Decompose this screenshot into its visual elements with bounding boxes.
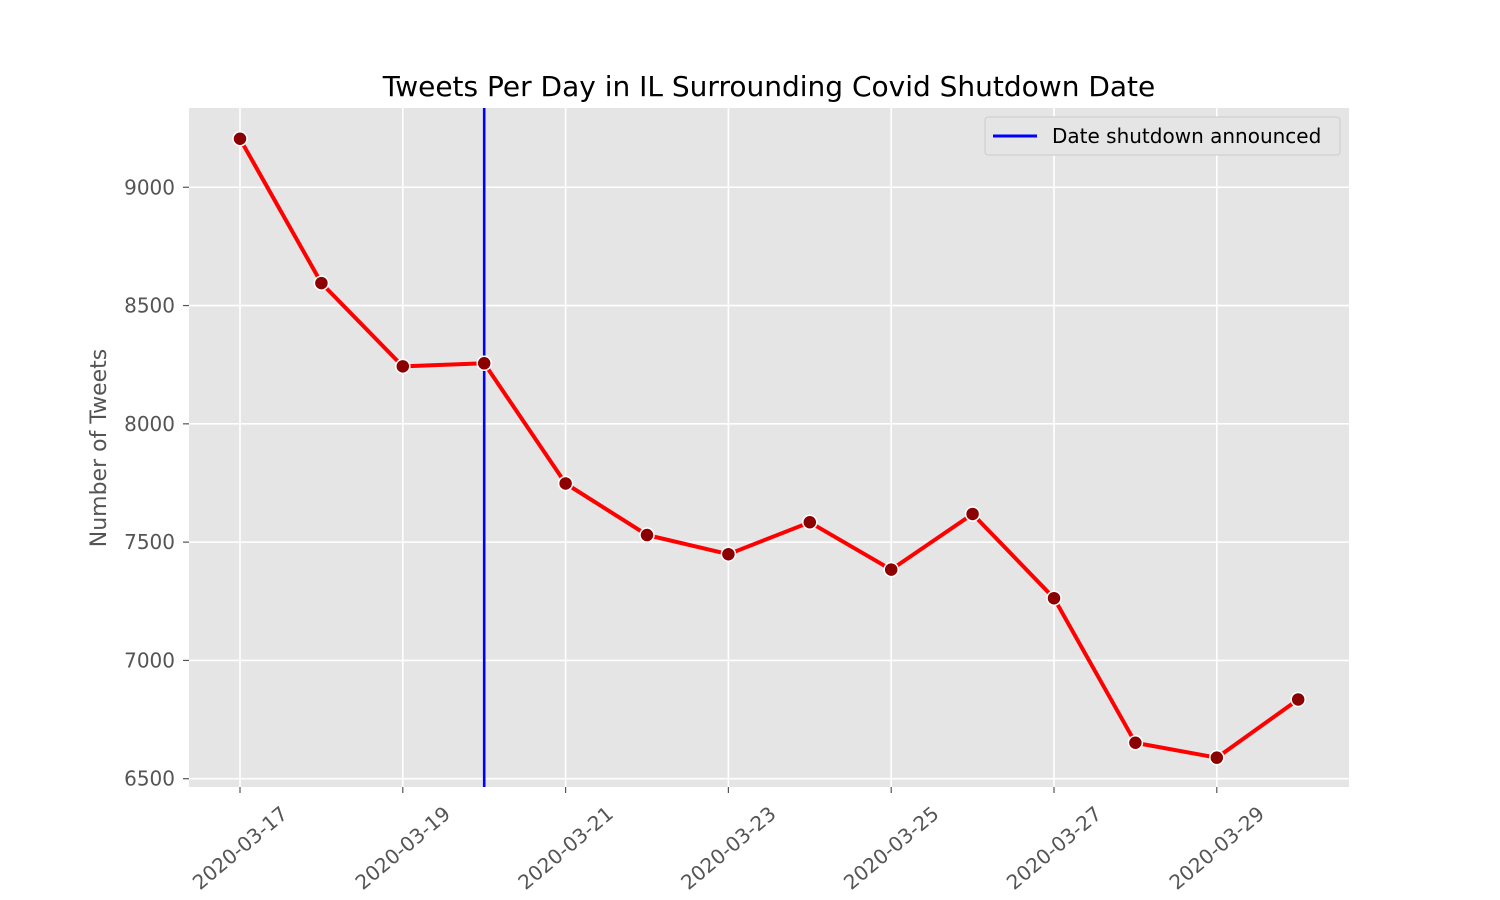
legend-label: Date shutdown announced — [1052, 124, 1321, 148]
y-tick-label: 7000 — [124, 648, 175, 672]
series-line — [238, 136, 1301, 760]
grid-lines — [189, 108, 1349, 787]
y-tick-label: 8500 — [124, 294, 175, 318]
x-tick-label: 2020-03-29 — [1165, 801, 1269, 894]
data-point — [557, 475, 574, 492]
data-point — [232, 131, 248, 147]
x-axis: 2020-03-17 2020-03-19 2020-03-21 2020-03-23… — [188, 787, 1269, 895]
plot-background — [189, 108, 1349, 787]
x-tick-label: 2020-03-21 — [513, 801, 617, 894]
x-tick-label: 2020-03-25 — [839, 801, 943, 894]
data-point — [1209, 749, 1225, 766]
data-point — [1046, 590, 1062, 606]
y-tick-label: 7500 — [124, 530, 175, 554]
data-point — [1127, 735, 1144, 751]
data-point — [476, 355, 492, 372]
x-tick-label: 2020-03-27 — [1002, 801, 1106, 894]
data-point — [802, 514, 818, 531]
x-tick-label: 2020-03-19 — [351, 801, 455, 894]
y-axis-label: Number of Tweets — [87, 349, 112, 548]
x-tick-label: 2020-03-17 — [188, 801, 292, 894]
data-point — [883, 561, 899, 578]
y-axis: 6500 7000 7500 8000 8500 9000 — [124, 175, 189, 791]
y-tick-label: 8000 — [124, 412, 175, 436]
series-layer — [232, 131, 1306, 766]
data-point — [313, 275, 330, 291]
data-point — [1290, 691, 1306, 708]
data-point — [395, 358, 411, 375]
data-point — [639, 527, 655, 543]
data-point — [720, 546, 737, 562]
legend: Date shutdown announced — [984, 116, 1341, 156]
legend-box — [984, 116, 1341, 156]
y-tick-label: 6500 — [124, 767, 175, 791]
chart-title: Tweets Per Day in IL Surrounding Covid S… — [382, 70, 1156, 103]
x-tick-label: 2020-03-23 — [676, 801, 780, 894]
y-tick-label: 9000 — [124, 175, 175, 199]
data-point — [964, 506, 981, 522]
